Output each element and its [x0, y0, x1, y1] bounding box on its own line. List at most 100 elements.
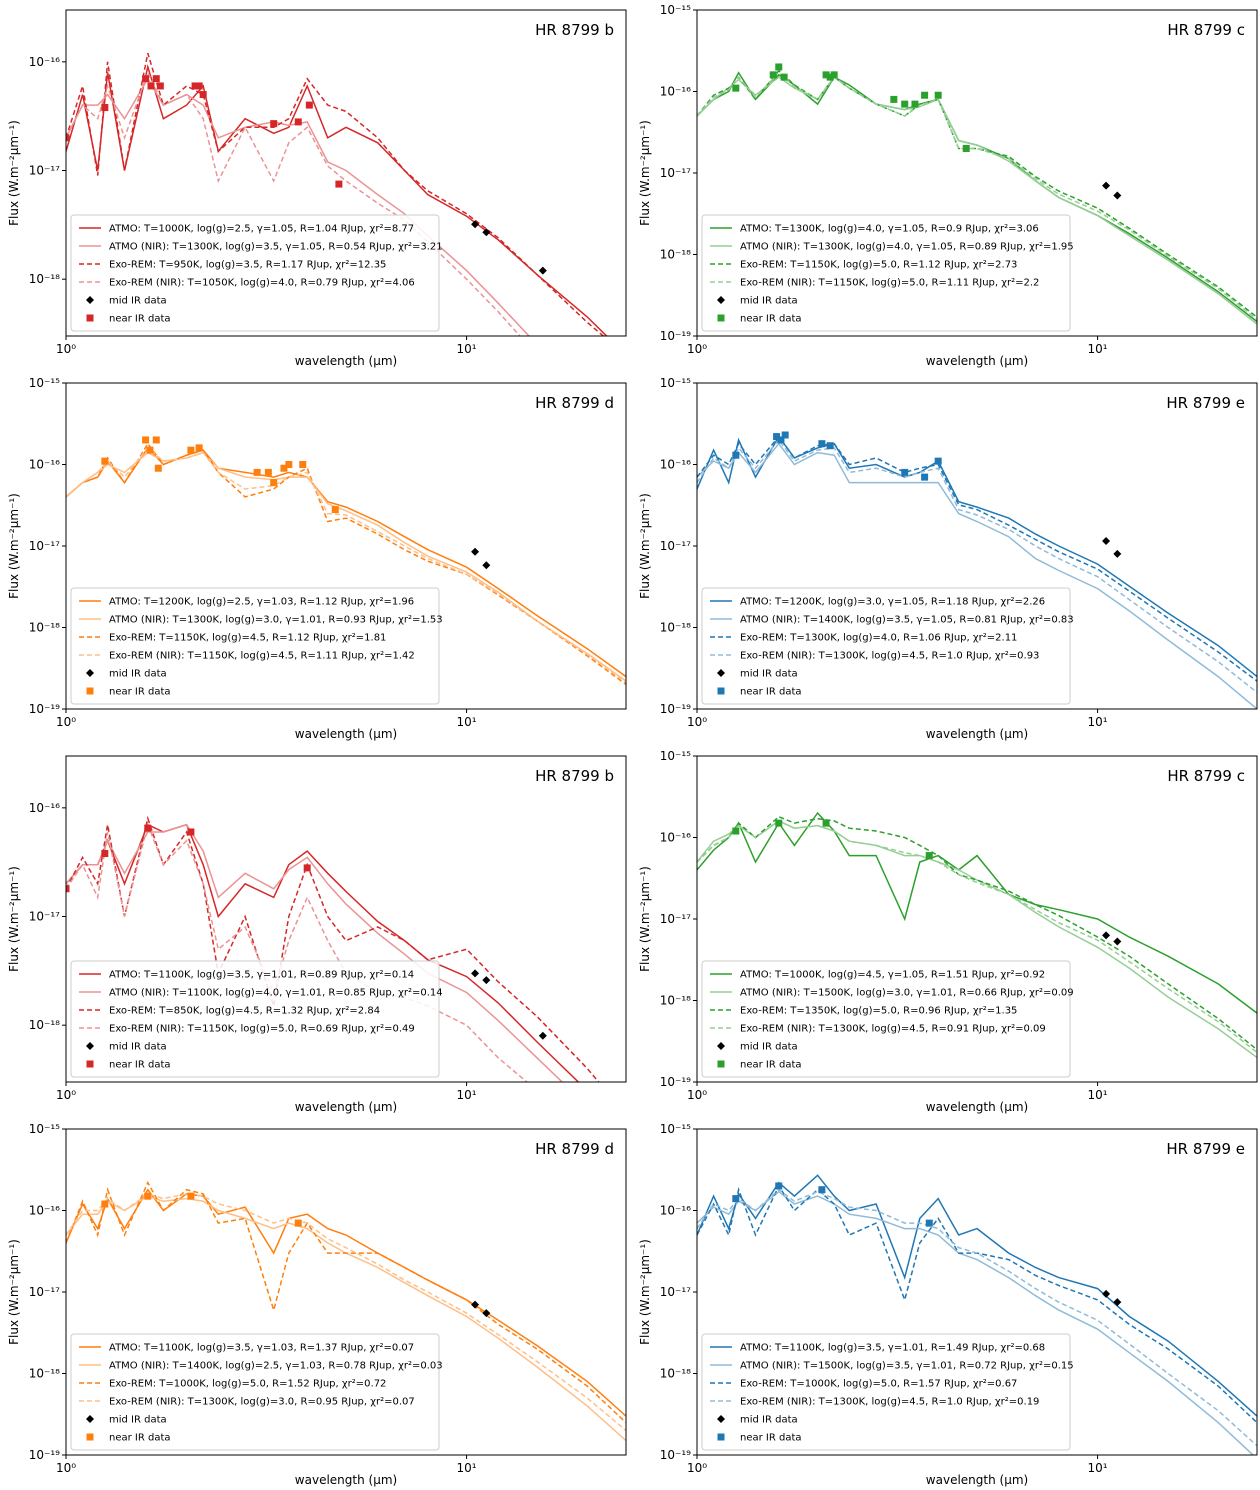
legend-box	[70, 1333, 440, 1451]
model-line	[697, 811, 1257, 1014]
x-tick-label: 10¹	[1088, 1461, 1108, 1475]
legend-label: ATMO: T=1100K, log(g)=3.5, γ=1.01, R=0.8…	[109, 970, 414, 981]
legend-label: ATMO (NIR): T=1300K, log(g)=3.5, γ=1.05,…	[109, 242, 443, 253]
legend-label: ATMO: T=1200K, log(g)=3.0, γ=1.05, R=1.1…	[740, 597, 1045, 608]
model-line	[66, 823, 580, 1082]
x-tick-label: 10¹	[457, 342, 477, 356]
y-tick-label: 10⁻¹⁷	[660, 539, 691, 553]
legend: ATMO: T=1100K, log(g)=3.5, γ=1.01, R=0.8…	[70, 960, 443, 1078]
x-tick-label: 10⁰	[687, 1088, 707, 1102]
panel: 10⁻¹⁹ 10⁻¹⁸ 10⁻¹⁷ 10⁻¹⁶ 10⁻¹⁵ 10⁰ 10¹ wavelengt…	[638, 3, 1258, 368]
legend-label: Exo-REM (NIR): T=1300K, log(g)=4.5, R=1.…	[740, 651, 1039, 662]
near-ir-point	[822, 819, 830, 827]
legend-label: ATMO: T=1000K, log(g)=2.5, γ=1.05, R=1.0…	[109, 224, 414, 235]
x-tick-label: 10¹	[457, 1088, 477, 1102]
y-tick-label: 10⁻¹⁶	[29, 1204, 60, 1218]
y-tick-label: 10⁻¹⁸	[660, 248, 691, 262]
legend-swatch	[717, 1060, 725, 1068]
near-ir-point	[294, 118, 302, 126]
y-axis-label: Flux (W.m⁻²μm⁻¹)	[7, 1239, 21, 1345]
near-ir-point	[147, 82, 155, 90]
y-tick-label: 10⁻¹⁸	[660, 621, 691, 635]
legend-label: Exo-REM: T=1150K, log(g)=5.0, R=1.12 RJu…	[740, 260, 1017, 271]
near-ir-point	[195, 82, 203, 90]
legend-label: mid IR data	[740, 1042, 798, 1053]
plot-area	[697, 431, 1257, 709]
chart-title: HR 8799 e	[1166, 394, 1245, 412]
legend-swatch	[86, 314, 94, 322]
near-ir-point	[775, 819, 783, 827]
mid-ir-point	[482, 976, 491, 985]
y-tick-label: 10⁻¹⁵	[660, 749, 691, 763]
mid-ir-point	[482, 1309, 491, 1318]
legend-swatch	[717, 1042, 725, 1050]
mid-ir-point	[1113, 937, 1122, 946]
near-ir-point	[934, 91, 942, 99]
near-ir-point	[921, 91, 929, 99]
legend-swatch	[717, 669, 725, 677]
legend-swatch	[86, 1433, 94, 1441]
near-ir-point	[901, 100, 909, 108]
y-tick-label: 10⁻¹⁷	[29, 539, 60, 553]
legend-label: Exo-REM: T=1000K, log(g)=5.0, R=1.52 RJu…	[109, 1379, 386, 1390]
y-tick-label: 10⁻¹⁶	[660, 831, 691, 845]
y-axis-label: Flux (W.m⁻²μm⁻¹)	[638, 493, 652, 599]
model-line	[697, 435, 1257, 682]
mid-ir-point	[1102, 931, 1111, 940]
legend-label: mid IR data	[109, 669, 167, 680]
legend-swatch	[86, 1415, 94, 1423]
legend-label: near IR data	[740, 314, 802, 325]
panel: 10⁻¹⁹ 10⁻¹⁸ 10⁻¹⁷ 10⁻¹⁶ 10⁻¹⁵ 10⁰ 10¹ wavelengt…	[7, 1122, 627, 1487]
legend-box	[70, 587, 440, 705]
legend-label: near IR data	[109, 314, 171, 325]
near-ir-point	[911, 100, 919, 108]
near-ir-point	[775, 63, 783, 71]
legend: ATMO: T=1200K, log(g)=3.0, γ=1.05, R=1.1…	[701, 587, 1074, 705]
near-ir-point	[253, 468, 261, 476]
near-ir-point	[152, 436, 160, 444]
near-ir-point	[142, 75, 150, 83]
chart-title: HR 8799 e	[1166, 1140, 1245, 1158]
model-line	[697, 76, 1257, 325]
legend-label: mid IR data	[740, 1415, 798, 1426]
panel: 10⁻¹⁹ 10⁻¹⁸ 10⁻¹⁷ 10⁻¹⁶ 10⁻¹⁵ 10⁰ 10¹ wavelengt…	[7, 376, 627, 741]
y-tick-label: 10⁻¹⁵	[660, 3, 691, 17]
legend-label: near IR data	[109, 1433, 171, 1444]
near-ir-point	[769, 71, 777, 79]
mid-ir-point	[1113, 1298, 1122, 1307]
y-tick-label: 10⁻¹⁷	[660, 166, 691, 180]
y-axis-label: Flux (W.m⁻²μm⁻¹)	[638, 866, 652, 972]
y-tick-label: 10⁻¹⁹	[29, 702, 60, 716]
legend-swatch	[717, 296, 725, 304]
x-axis-label: wavelength (μm)	[926, 1473, 1028, 1487]
near-ir-point	[818, 1186, 826, 1194]
legend-swatch	[86, 669, 94, 677]
y-tick-label: 10⁻¹⁹	[660, 702, 691, 716]
legend-box	[701, 960, 1071, 1078]
y-tick-label: 10⁻¹⁸	[660, 1367, 691, 1381]
near-ir-point	[305, 101, 313, 109]
y-tick-label: 10⁻¹⁸	[660, 994, 691, 1008]
mid-ir-point	[1102, 1289, 1111, 1298]
near-ir-point	[331, 506, 339, 514]
near-ir-point	[146, 446, 154, 454]
model-line	[697, 71, 1257, 320]
y-axis-label: Flux (W.m⁻²μm⁻¹)	[638, 1239, 652, 1345]
y-tick-label: 10⁻¹⁷	[29, 1285, 60, 1299]
y-tick-label: 10⁻¹⁶	[660, 1204, 691, 1218]
panel: 10⁻¹⁸ 10⁻¹⁷ 10⁻¹⁶ 10⁰ 10¹ wavelength (μm) Flux…	[7, 9, 627, 368]
legend-box	[70, 960, 440, 1078]
mid-ir-point	[471, 547, 480, 556]
legend-label: ATMO: T=1200K, log(g)=2.5, γ=1.03, R=1.1…	[109, 597, 414, 608]
x-tick-label: 10¹	[1088, 715, 1108, 729]
near-ir-point	[822, 71, 830, 79]
model-line	[697, 442, 1257, 709]
near-ir-point	[187, 446, 195, 454]
model-line	[697, 435, 1257, 678]
model-line	[66, 1195, 626, 1442]
near-ir-point	[925, 1219, 933, 1227]
legend-label: mid IR data	[109, 1042, 167, 1053]
y-tick-label: 10⁻¹⁸	[29, 272, 60, 286]
x-tick-label: 10⁰	[687, 342, 707, 356]
